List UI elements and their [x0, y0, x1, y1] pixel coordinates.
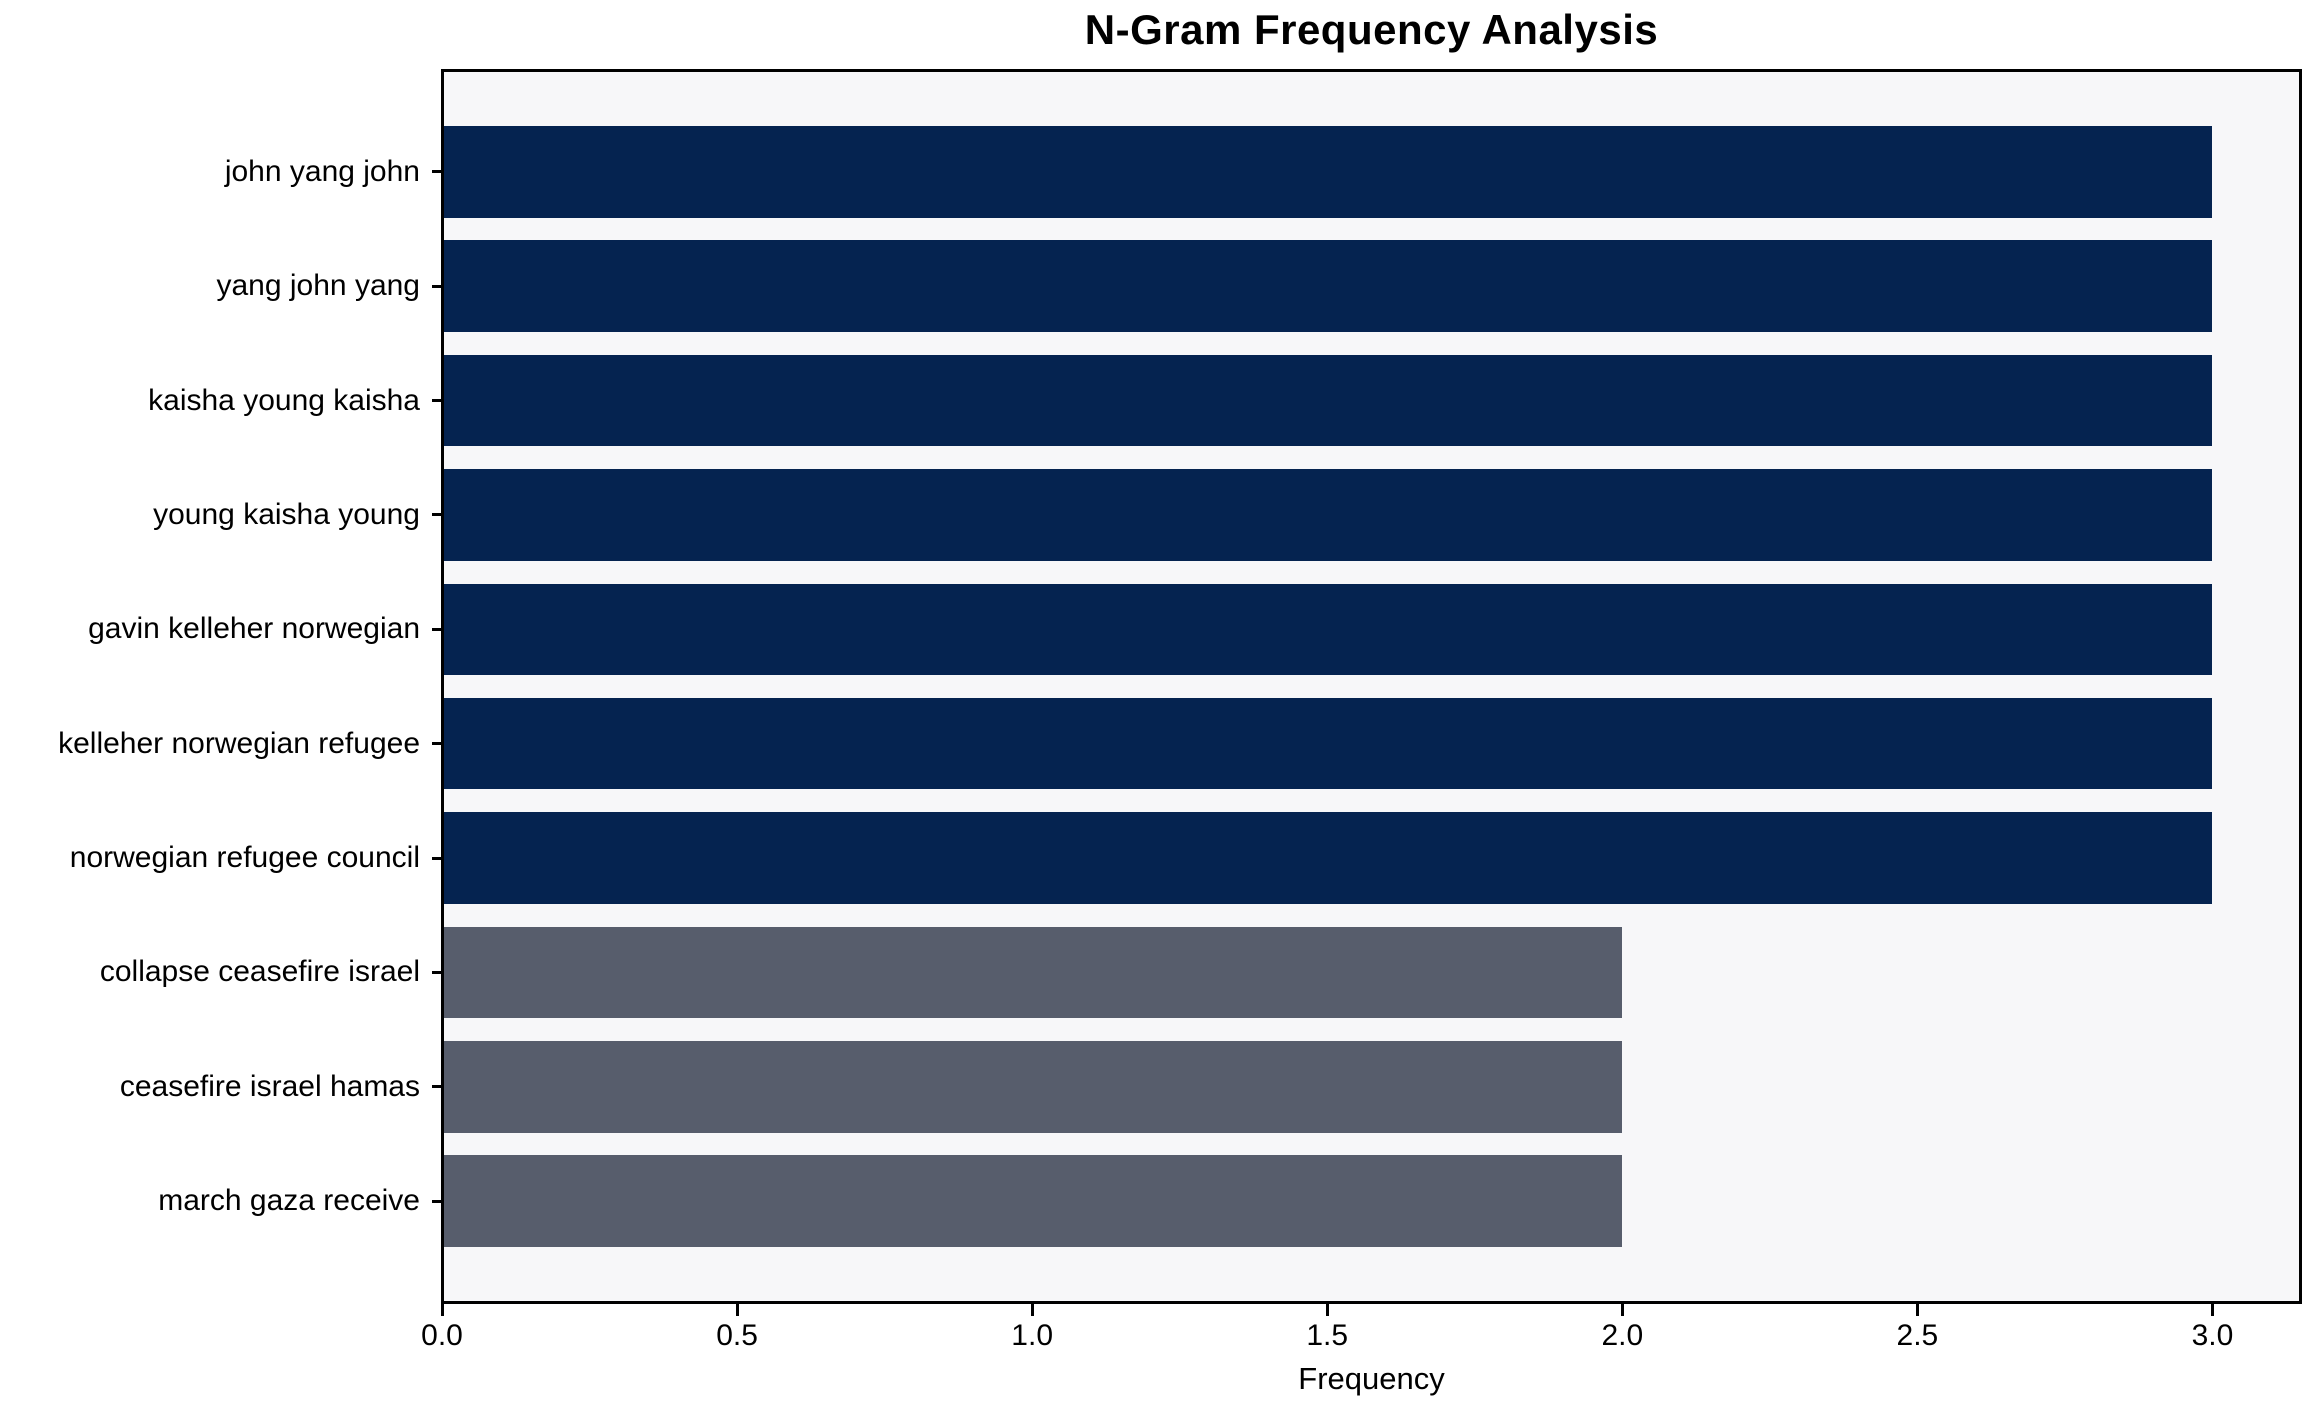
- x-tick-label: 1.5: [1306, 1319, 1349, 1352]
- bar: [442, 240, 2213, 332]
- x-tick-label: 3.0: [2191, 1319, 2234, 1352]
- bar: [442, 1155, 1623, 1247]
- x-axis-title: Frequency: [1298, 1361, 1445, 1396]
- y-axis-label: norwegian refugee council: [69, 841, 420, 875]
- x-tick-mark: [1325, 1304, 1329, 1316]
- bar: [442, 1041, 1623, 1133]
- y-axis-label: ceasefire israel hamas: [119, 1069, 420, 1103]
- y-tick-mark: [432, 1085, 442, 1089]
- chart-title: N-Gram Frequency Analysis: [1084, 6, 1659, 53]
- x-tick-mark: [735, 1304, 739, 1316]
- y-axis-label: young kaisha young: [153, 497, 420, 531]
- bar: [442, 126, 2213, 218]
- x-tick-label: 2.0: [1601, 1319, 1644, 1352]
- y-tick-mark: [432, 284, 442, 288]
- y-tick-mark: [432, 970, 442, 974]
- y-tick-mark: [432, 1199, 442, 1203]
- x-tick-mark: [1915, 1304, 1919, 1316]
- x-tick-mark: [1620, 1304, 1624, 1316]
- bar: [442, 469, 2213, 561]
- x-tick-label: 0.5: [716, 1319, 758, 1352]
- x-tick-mark: [2210, 1304, 2214, 1316]
- y-tick-mark: [432, 399, 442, 403]
- x-tick-label: 2.5: [1896, 1319, 1939, 1352]
- y-tick-mark: [432, 513, 442, 517]
- bar: [442, 583, 2213, 676]
- y-tick-mark: [432, 170, 442, 174]
- x-tick-mark: [1030, 1304, 1034, 1316]
- y-axis-label: collapse ceasefire israel: [99, 955, 420, 989]
- x-tick-label: 1.0: [1011, 1319, 1054, 1352]
- bar: [442, 354, 2213, 447]
- bar: [442, 926, 1623, 1019]
- bar: [442, 697, 2213, 790]
- y-axis-label: john yang john: [224, 154, 420, 188]
- x-tick-mark: [440, 1304, 444, 1316]
- y-axis-label: gavin kelleher norwegian: [88, 612, 420, 646]
- y-axis-label: kelleher norwegian refugee: [58, 726, 420, 760]
- y-axis-label: yang john yang: [216, 269, 421, 303]
- y-tick-mark: [432, 742, 442, 746]
- y-axis-label: march gaza receive: [158, 1184, 420, 1218]
- bar: [442, 812, 2213, 904]
- y-tick-mark: [432, 856, 442, 860]
- y-axis-label: kaisha young kaisha: [148, 383, 420, 417]
- x-tick-label: 0.0: [421, 1319, 463, 1352]
- y-tick-mark: [432, 627, 442, 631]
